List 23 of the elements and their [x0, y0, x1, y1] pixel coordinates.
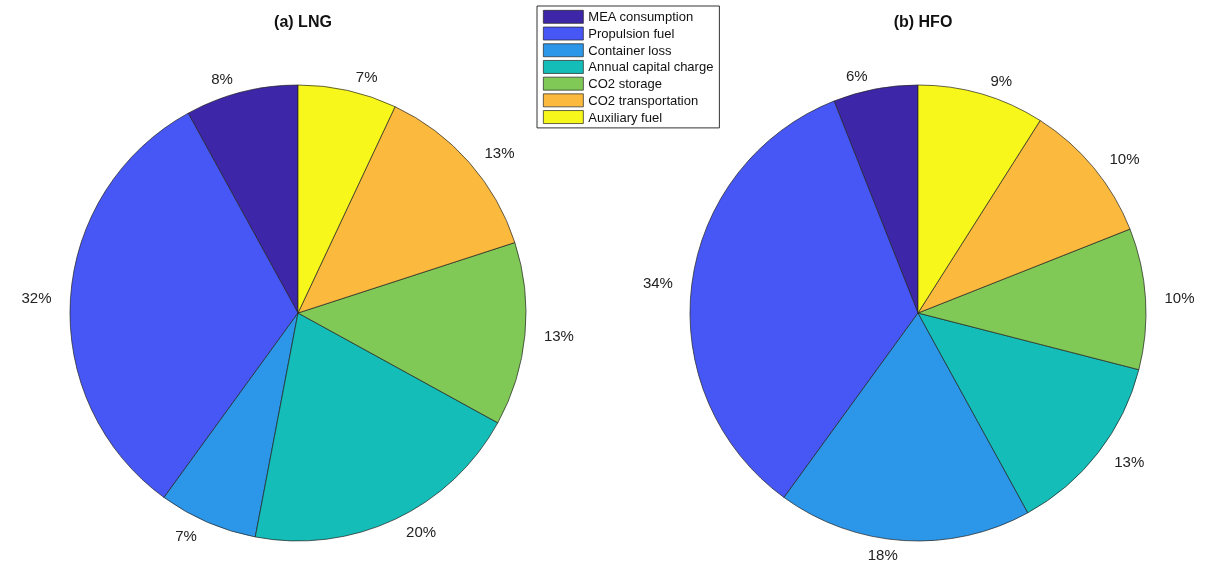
data-label: 20%	[406, 523, 437, 541]
data-label: 7%	[355, 68, 378, 86]
data-label: 18%	[867, 546, 898, 564]
legend-label: CO2 transportation	[588, 92, 699, 108]
data-label: 8%	[211, 70, 233, 88]
legend-label: Annual capital charge	[588, 59, 714, 75]
legend-label: Container loss	[588, 42, 672, 58]
legend-label: Auxiliary fuel	[588, 109, 663, 125]
data-label: 10%	[1164, 289, 1195, 307]
data-label: 13%	[1114, 452, 1145, 470]
legend-label: CO2 storage	[588, 76, 663, 92]
data-label: 13%	[484, 144, 515, 162]
data-label: 32%	[21, 289, 52, 307]
legend-label: Propulsion fuel	[588, 26, 675, 42]
data-label: 10%	[1109, 150, 1140, 168]
data-label: 34%	[642, 274, 673, 292]
chart-title: (a) LNG	[274, 12, 332, 30]
data-label: 9%	[990, 72, 1013, 90]
legend-label: MEA consumption	[588, 9, 694, 25]
data-label: 13%	[543, 327, 574, 345]
data-label: 7%	[175, 526, 197, 544]
data-label: 6%	[845, 66, 868, 84]
chart-title: (b) HFO	[893, 12, 953, 30]
